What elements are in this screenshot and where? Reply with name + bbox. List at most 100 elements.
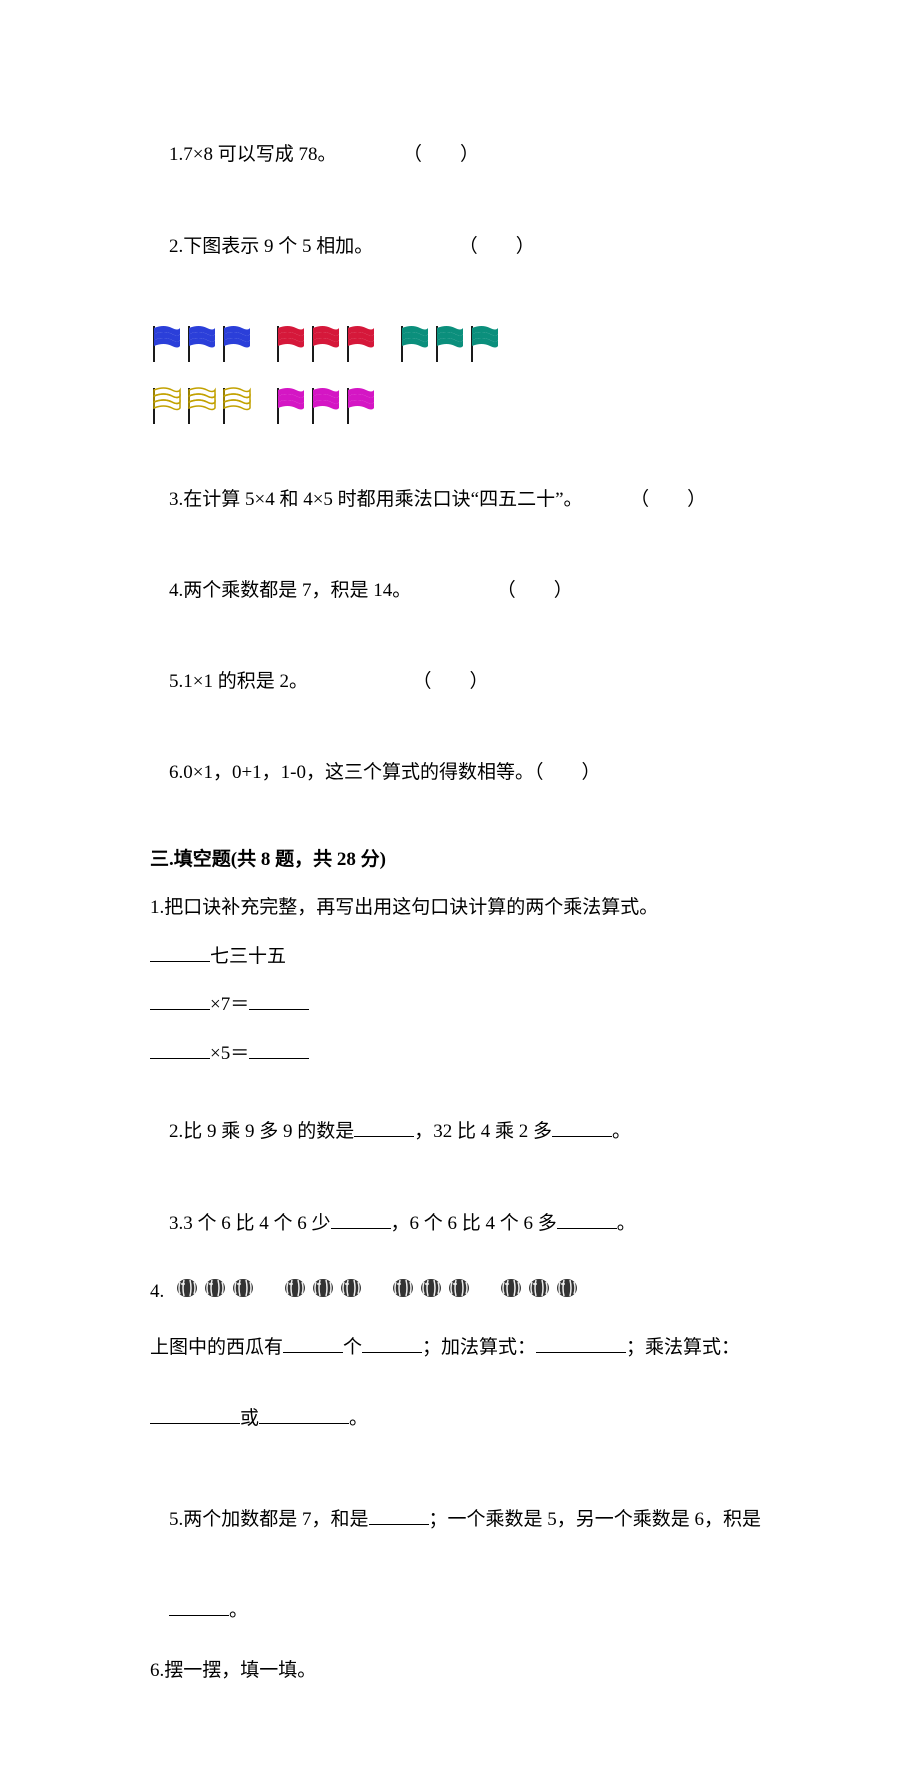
flag-icon	[468, 324, 500, 364]
watermelon-icon	[176, 1277, 198, 1299]
blank	[249, 990, 309, 1010]
q3-1-line2: ×7＝	[150, 990, 780, 1020]
times5: ×5＝	[210, 1043, 249, 1064]
flag-row-2	[150, 386, 780, 426]
flag-group	[150, 386, 252, 426]
watermelon-group	[392, 1277, 470, 1299]
flag-icon	[185, 324, 217, 364]
q2-5-paren: （ ）	[412, 667, 488, 697]
q3-2a: 2.比 9 乘 9 多 9 的数是	[169, 1121, 354, 1142]
q3-4c: ；加法算式：	[422, 1337, 536, 1358]
watermelon-icon	[312, 1277, 334, 1299]
q3-4mid: 或	[240, 1408, 259, 1429]
q2-1-paren: （ ）	[403, 140, 479, 170]
q2-3-paren: （ ）	[630, 485, 706, 515]
q2-4-text: 4.两个乘数都是 7，积是 14。	[169, 580, 402, 601]
flag-group	[398, 324, 500, 364]
q3-2c: 。	[612, 1121, 631, 1142]
q3-3a: 3.3 个 6 比 4 个 6 少	[169, 1213, 331, 1234]
watermelon-icon	[420, 1277, 442, 1299]
q2-6-text: 6.0×1，0+1，1-0，这三个算式的得数相等。（ ）	[169, 762, 601, 783]
blank	[150, 942, 210, 962]
q2-4-paren: （ ）	[497, 576, 573, 606]
blank	[283, 1333, 343, 1353]
flag-icon	[185, 386, 217, 426]
watermelon-group	[176, 1277, 254, 1299]
q3-1-intro: 1.把口诀补充完整，再写出用这句口诀计算的两个乘法算式。	[150, 893, 780, 923]
blank	[150, 1039, 210, 1059]
q3-4-prefix: 4.	[150, 1277, 164, 1307]
blank	[169, 1596, 229, 1616]
flag-group	[150, 324, 252, 364]
watermelon-icon	[528, 1277, 550, 1299]
q3-5: 5.两个加数都是 7，和是 ；一个乘数是 5，另一个乘数是 6，积是	[150, 1474, 780, 1565]
flag-icon	[433, 324, 465, 364]
worksheet-page: 1.7×8 可以写成 78。 （ ） 2.下图表示 9 个 5 相加。 （ ）	[0, 0, 920, 1767]
flags-figure	[150, 324, 780, 426]
flag-row-1	[150, 324, 780, 364]
watermelon-group	[500, 1277, 578, 1299]
flag-group	[274, 324, 376, 364]
watermelon-icon	[556, 1277, 578, 1299]
times7: ×7＝	[210, 994, 249, 1015]
q3-5c: 。	[229, 1600, 248, 1621]
q3-4-line2: 上图中的西瓜有 个 ；加法算式： ；乘法算式：	[150, 1333, 780, 1363]
watermelon-icon	[284, 1277, 306, 1299]
blank	[557, 1209, 617, 1229]
blank	[536, 1333, 626, 1353]
q3-3c: 。	[617, 1213, 636, 1234]
flag-icon	[274, 324, 306, 364]
blank	[369, 1505, 429, 1525]
blank	[249, 1039, 309, 1059]
blank	[354, 1117, 414, 1137]
q3-5b: ；一个乘数是 5，另一个乘数是 6，积是	[429, 1509, 762, 1530]
q3-2: 2.比 9 乘 9 多 9 的数是 ，32 比 4 乘 2 多 。	[150, 1087, 780, 1178]
watermelon-icon	[232, 1277, 254, 1299]
q3-4a: 上图中的西瓜有	[150, 1337, 283, 1358]
q3-1-line3: ×5＝	[150, 1039, 780, 1069]
q3-4-row: 4.	[150, 1269, 780, 1315]
q2-4: 4.两个乘数都是 7，积是 14。 （ ）	[150, 546, 780, 637]
q3-2b: ，32 比 4 乘 2 多	[414, 1121, 552, 1142]
section3-title: 三.填空题(共 8 题，共 28 分)	[150, 845, 780, 875]
q3-4b: 个	[343, 1337, 362, 1358]
watermelon-group	[284, 1277, 362, 1299]
q3-4d: ；乘法算式：	[626, 1337, 740, 1358]
q2-2: 2.下图表示 9 个 5 相加。 （ ）	[150, 201, 780, 292]
q2-6: 6.0×1，0+1，1-0，这三个算式的得数相等。（ ）	[150, 728, 780, 819]
watermelon-icon	[204, 1277, 226, 1299]
blank	[150, 990, 210, 1010]
q3-6: 6.摆一摆，填一填。	[150, 1656, 780, 1686]
flag-icon	[398, 324, 430, 364]
blank	[150, 1404, 240, 1424]
q3-4end: 。	[349, 1408, 368, 1429]
blank	[259, 1404, 349, 1424]
blank	[552, 1117, 612, 1137]
flag-icon	[220, 324, 252, 364]
q2-1-text: 1.7×8 可以写成 78。	[169, 144, 327, 165]
q3-1-line1: 七三十五	[150, 942, 780, 972]
q2-2-paren: （ ）	[459, 232, 535, 262]
flag-icon	[220, 386, 252, 426]
koujue-suffix: 七三十五	[210, 946, 286, 967]
watermelon-icon	[448, 1277, 470, 1299]
flag-icon	[150, 386, 182, 426]
blank	[331, 1209, 391, 1229]
q3-3: 3.3 个 6 比 4 个 6 少 ，6 个 6 比 4 个 6 多 。	[150, 1178, 780, 1269]
flag-icon	[150, 324, 182, 364]
flag-group	[274, 386, 376, 426]
q2-5: 5.1×1 的积是 2。 （ ）	[150, 637, 780, 728]
q3-5a: 5.两个加数都是 7，和是	[169, 1509, 369, 1530]
watermelon-icon	[392, 1277, 414, 1299]
q3-4-line3: 或。	[150, 1404, 780, 1434]
flag-icon	[344, 324, 376, 364]
flag-icon	[274, 386, 306, 426]
watermelon-figure	[176, 1277, 578, 1299]
watermelon-icon	[340, 1277, 362, 1299]
q2-3: 3.在计算 5×4 和 4×5 时都用乘法口诀“四五二十”。 （ ）	[150, 454, 780, 545]
q3-5-cont: 。	[150, 1565, 780, 1656]
flag-icon	[309, 324, 341, 364]
q2-3-text: 3.在计算 5×4 和 4×5 时都用乘法口诀“四五二十”。	[169, 489, 573, 510]
q3-3b: ，6 个 6 比 4 个 6 多	[391, 1213, 557, 1234]
flag-icon	[309, 386, 341, 426]
